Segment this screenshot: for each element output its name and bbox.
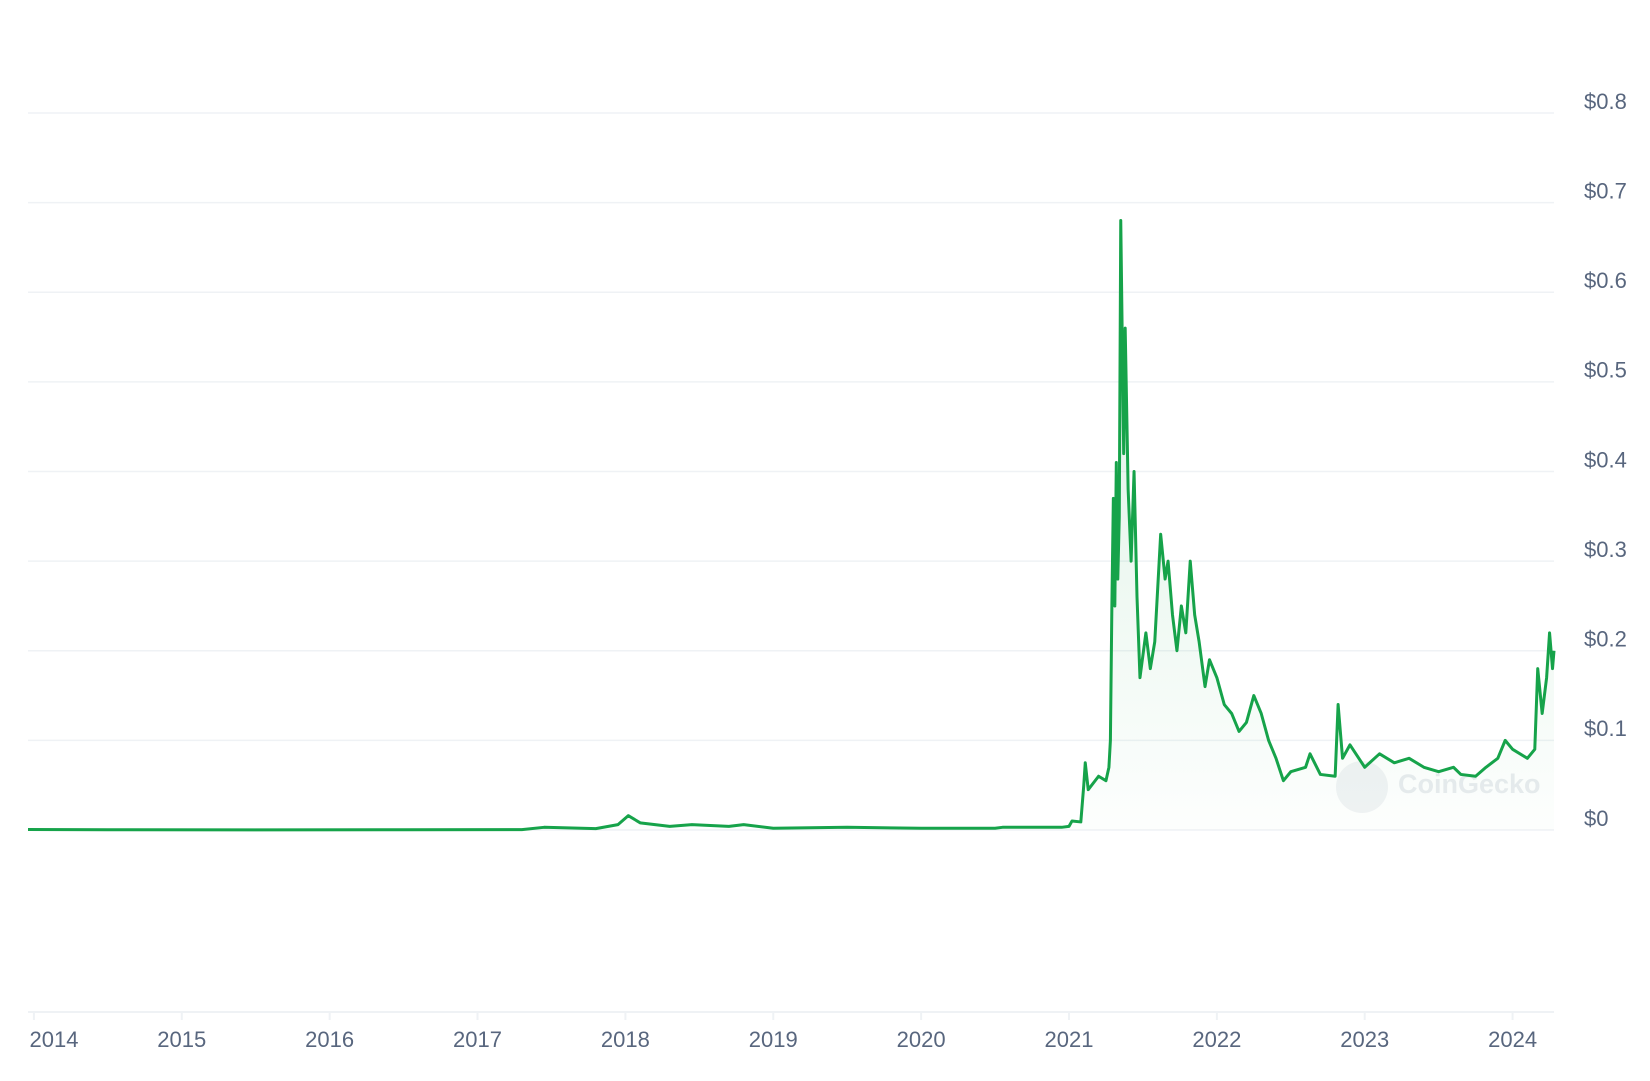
x-tick-label: 2018 [601, 1027, 650, 1052]
x-tick-label: 2019 [749, 1027, 798, 1052]
x-tick-label: 2021 [1045, 1027, 1094, 1052]
price-area [28, 220, 1554, 831]
x-tick-label: 2017 [453, 1027, 502, 1052]
x-tick-label: 2016 [305, 1027, 354, 1052]
y-tick-label: $0 [1584, 806, 1608, 831]
x-tick-label: 2015 [157, 1027, 206, 1052]
y-tick-label: $0.2 [1584, 627, 1627, 652]
x-tick-label: 2024 [1488, 1027, 1537, 1052]
y-tick-label: $0.1 [1584, 716, 1627, 741]
x-tick-label: 2014 [30, 1027, 79, 1052]
x-tick-label: 2022 [1192, 1027, 1241, 1052]
x-tick-label: 2023 [1340, 1027, 1389, 1052]
y-tick-label: $0.6 [1584, 268, 1627, 293]
y-tick-label: $0.5 [1584, 358, 1627, 383]
y-tick-label: $0.7 [1584, 178, 1627, 203]
y-tick-label: $0.8 [1584, 89, 1627, 114]
y-tick-label: $0.3 [1584, 537, 1627, 562]
y-tick-label: $0.4 [1584, 447, 1627, 472]
x-tick-label: 2020 [897, 1027, 946, 1052]
price-line [27, 219, 1556, 832]
